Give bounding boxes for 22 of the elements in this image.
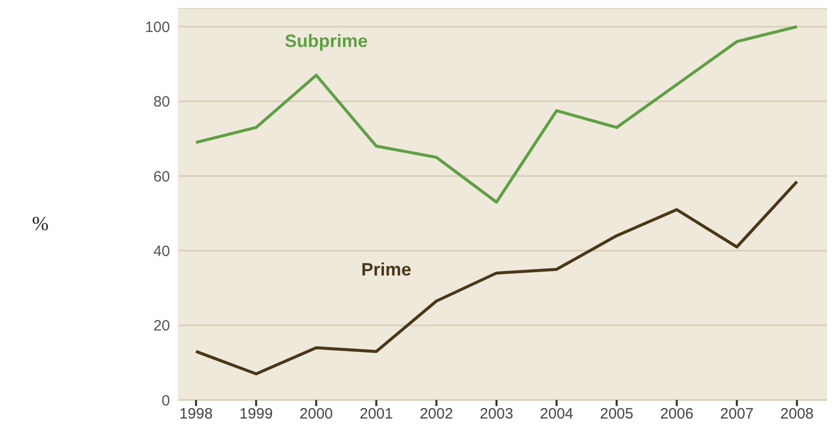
line-series (194, 180, 798, 376)
y-tick-label: 60 (153, 168, 170, 186)
text: % (32, 213, 49, 235)
x-tick-label: 2003 (480, 406, 514, 423)
x-tick-label: 1999 (239, 406, 273, 423)
x-tick-label: 1998 (179, 406, 213, 423)
y-tick-label: 0 (162, 392, 170, 410)
y-tick-label: 20 (153, 318, 170, 335)
series-label: Prime (361, 259, 412, 280)
y-tick-label: 40 (153, 242, 170, 260)
y-tick-label: 100 (144, 18, 170, 36)
series-label: Subprime (284, 31, 368, 52)
x-tick-label: 2006 (660, 406, 694, 423)
y-tick-label: 80 (153, 94, 170, 111)
x-tick-label: 2008 (780, 406, 814, 423)
x-tick-label: 2001 (360, 406, 393, 423)
x-tick-label: 2000 (300, 406, 333, 423)
x-tick-label: 2004 (540, 406, 574, 423)
line-series (194, 25, 798, 204)
x-tick-label: 2007 (720, 406, 754, 423)
x-tick-label: 2002 (420, 406, 454, 423)
x-tick-label: 2005 (600, 406, 634, 423)
